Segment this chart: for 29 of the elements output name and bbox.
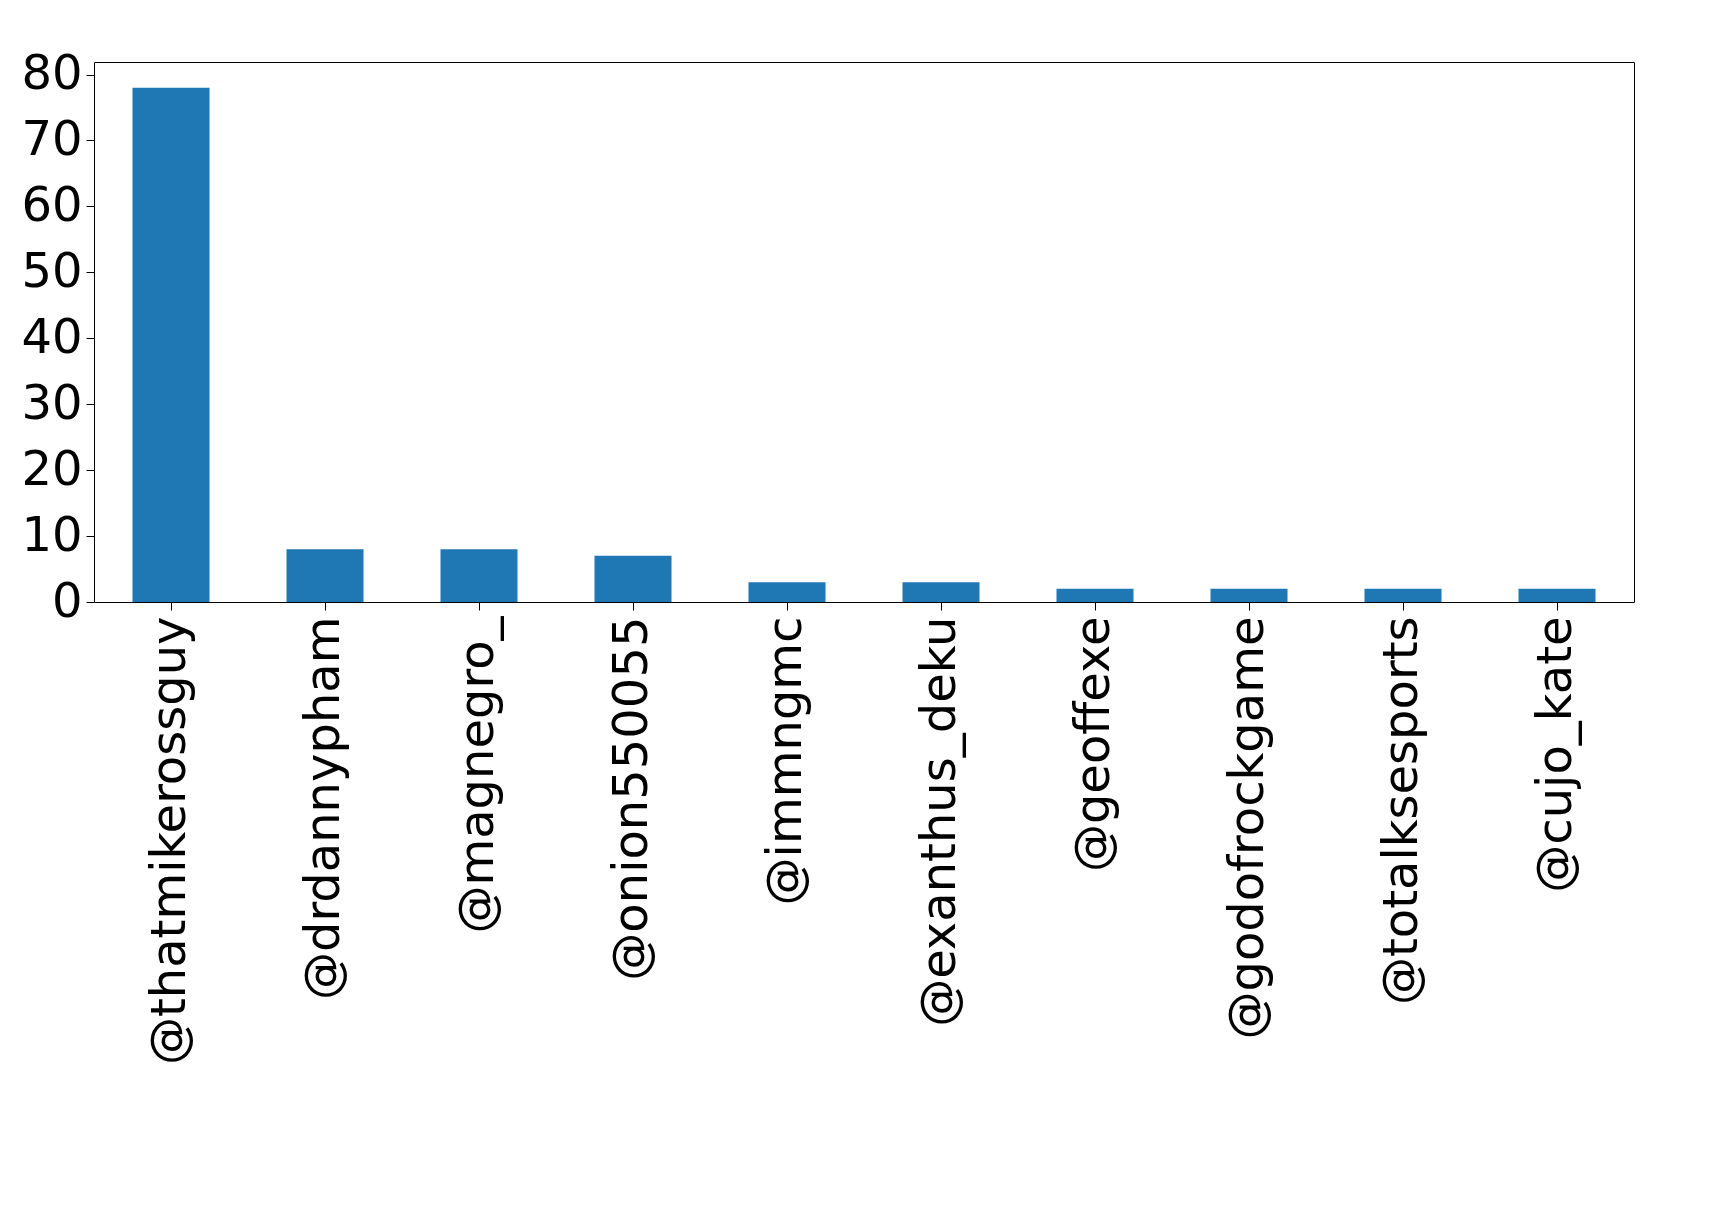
x-tick-label: @thatmikerossguy — [140, 616, 196, 1066]
x-tick-label: @magnegro_ — [448, 615, 504, 934]
x-tick-label: @exanthus_deku — [910, 616, 966, 1027]
bar — [1210, 588, 1288, 602]
bar — [1364, 588, 1442, 602]
x-tick-label: @godofrockgame — [1218, 616, 1274, 1040]
bar — [1056, 588, 1134, 602]
y-tick-label: 80 — [21, 44, 83, 101]
x-tick-label: @cujo_kate — [1526, 616, 1582, 893]
x-tick-label: @geoffexe — [1064, 616, 1120, 873]
y-tick-label: 70 — [21, 109, 83, 166]
bar — [748, 582, 826, 602]
x-tick-label: @totalksesports — [1372, 616, 1428, 1005]
y-tick-label: 30 — [21, 373, 83, 430]
y-tick-label: 50 — [21, 241, 83, 298]
bar — [902, 582, 980, 602]
y-tick-label: 40 — [21, 307, 83, 364]
x-tick-label: @immngmc — [756, 616, 812, 906]
bar — [440, 549, 518, 602]
bar — [132, 87, 210, 602]
x-tick-label: @drdannypham — [294, 616, 350, 1001]
y-tick-label: 20 — [21, 439, 83, 496]
x-tick-label: @onion550055 — [602, 616, 658, 981]
bar — [1518, 588, 1596, 602]
y-tick-label: 60 — [21, 175, 83, 232]
bar — [594, 555, 672, 602]
bar — [286, 549, 364, 602]
y-tick-label: 10 — [21, 505, 83, 562]
y-tick-label: 0 — [51, 571, 83, 628]
